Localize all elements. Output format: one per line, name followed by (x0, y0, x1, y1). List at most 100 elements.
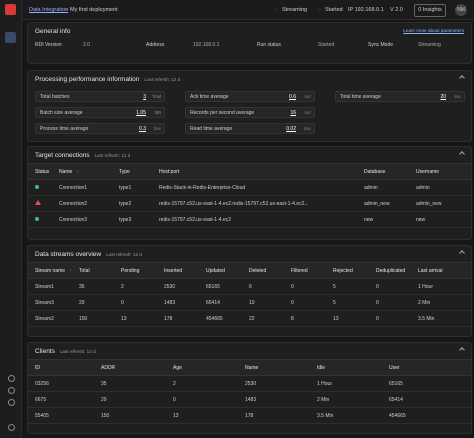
table-row[interactable]: Connection2 type2 redis-15797.c52.us-east-… (28, 195, 471, 212)
table-row[interactable]: 6675 29 0 1483 2 Min 65414 (28, 391, 471, 408)
status-icon (35, 216, 39, 221)
table-cell: 8 (284, 310, 326, 327)
column-label: Host:port (159, 168, 180, 175)
table-cell: Connection1 (52, 179, 112, 196)
table-cell: admin (409, 179, 471, 196)
table-cell: 454665 (199, 310, 242, 327)
collapse-toggle[interactable] (459, 151, 465, 157)
column-header[interactable]: Last arrival (411, 262, 471, 279)
panel-title: Target connections Last refresh: 12 d (35, 152, 130, 159)
metric-label: Batch size average (40, 110, 83, 116)
column-header[interactable]: Host:port (152, 163, 357, 180)
table-row[interactable]: Connection1 type1 Redis-Stack-in-Redis-Ent… (28, 179, 471, 196)
table-cell: 0 (114, 294, 157, 311)
table-cell: 2530 (238, 375, 310, 392)
collapse-toggle[interactable] (459, 75, 465, 81)
column-label: Name (245, 364, 259, 371)
metric-unit: sec (454, 94, 461, 99)
nav-icon[interactable] (8, 375, 15, 382)
table-cell: 29 (94, 391, 166, 408)
table-row[interactable]: Stream2 150 13 178 454665 22 8 13 0 3.5 Min (28, 310, 471, 327)
table-cell: 6675 (28, 391, 94, 408)
avatar[interactable]: NM (455, 4, 467, 16)
learn-more-link[interactable]: Learn more about parameters (403, 28, 464, 33)
status-cell (28, 195, 52, 212)
field-label: RDI Version (35, 42, 62, 48)
column-header[interactable]: Idle (310, 359, 382, 376)
column-label: ID (35, 364, 40, 371)
version: V 2.0 (390, 7, 403, 13)
column-header[interactable]: ADDR (94, 359, 166, 376)
column-label: Pending (121, 267, 140, 274)
column-header[interactable]: Deleted (242, 262, 284, 279)
table-cell: 2 Min (310, 391, 382, 408)
table-cell: Stream1 (28, 278, 72, 295)
column-header[interactable]: Age (166, 359, 238, 376)
table-cell: type3 (112, 211, 152, 228)
column-header[interactable]: Deduplicated (369, 262, 411, 279)
column-header[interactable]: ID (28, 359, 94, 376)
table-cell: 3.5 Min (411, 310, 471, 327)
table-row[interactable]: Connection3 type3 redis-15797.c52.us-east-… (28, 211, 471, 228)
collapse-toggle[interactable] (459, 347, 465, 353)
status-icon: ◌ (318, 7, 322, 13)
table-row[interactable]: 55405 150 13 178 3.5 Min 454665 (28, 407, 471, 424)
column-label: Username (416, 168, 440, 175)
column-header[interactable]: Filtered (284, 262, 326, 279)
status-icon (35, 200, 41, 205)
panel-header: Processing performance information Last r… (28, 71, 471, 85)
column-header[interactable]: Total (72, 262, 114, 279)
column-label: Filtered (291, 267, 308, 274)
table-cell: 2530 (157, 278, 199, 295)
breadcrumb-link[interactable]: Data Integration (29, 7, 69, 13)
column-header[interactable]: Database (357, 163, 409, 180)
column-header[interactable]: Rejected (326, 262, 369, 279)
panel-header: Clients Last refresh: 12 d (28, 343, 471, 357)
table-cell: Stream2 (28, 310, 72, 327)
nav-data-integration[interactable] (5, 32, 16, 43)
column-label: Age (173, 364, 182, 371)
table-row[interactable]: Stream3 29 0 1483 65414 10 0 5 0 2 Min (28, 294, 471, 311)
column-header[interactable]: Inserted (157, 262, 199, 279)
column-header[interactable]: Type (112, 163, 152, 180)
column-header[interactable]: Updated (199, 262, 242, 279)
metric-unit: MB (154, 110, 161, 115)
metric: Process time average 0.3 Sec (35, 123, 165, 134)
table-cell: 2 (114, 278, 157, 295)
column-label: Name (59, 168, 73, 175)
nav-icon[interactable] (8, 424, 15, 431)
column-label: Updated (206, 267, 225, 274)
metric-value: 0.3 (139, 126, 146, 132)
table-cell: 3.5 Min (310, 407, 382, 424)
table-row[interactable]: 03256 35 2 2530 1 Hour 65165 (28, 375, 471, 392)
nav-icon[interactable] (8, 399, 15, 406)
column-header[interactable]: Name ↑ (52, 163, 112, 180)
column-label: Database (364, 168, 386, 175)
panel-header: Target connections Last refresh: 12 d (28, 147, 471, 161)
nav-icon[interactable] (8, 387, 15, 394)
table-cell: redis-15797.c52.us-east-1-4.ec2 (152, 211, 357, 228)
column-header[interactable]: Pending (114, 262, 157, 279)
metric-value: 0.6 (289, 94, 296, 100)
table-cell: 35 (94, 375, 166, 392)
table-cell: 1 Hour (310, 375, 382, 392)
insights-button[interactable]: 0 Insights (414, 4, 446, 17)
metric: Total time average 20 sec (335, 91, 465, 102)
column-header[interactable]: Status (28, 163, 52, 180)
logo[interactable] (5, 4, 16, 15)
column-header[interactable]: User (382, 359, 471, 376)
field-value: 192.168.0.1 (193, 42, 220, 48)
metric-label: Records per second average (190, 110, 255, 116)
column-header[interactable]: Username (409, 163, 471, 180)
target-connections-panel: Target connections Last refresh: 12 d Stat… (27, 146, 472, 240)
column-header[interactable]: Name (238, 359, 310, 376)
table-row[interactable]: Stream1 35 2 2530 65165 6 0 5 0 1 Hour (28, 278, 471, 295)
data-streams-panel: Data streams overview Last refresh: 12 d S… (27, 245, 472, 337)
collapse-toggle[interactable] (459, 250, 465, 256)
last-refresh: Last refresh: 12 d (144, 77, 181, 82)
field-value: Started (318, 42, 335, 48)
column-header[interactable]: Stream name ↑ (28, 262, 72, 279)
column-label: Status (35, 168, 50, 175)
field-value: Streaming (418, 42, 441, 48)
